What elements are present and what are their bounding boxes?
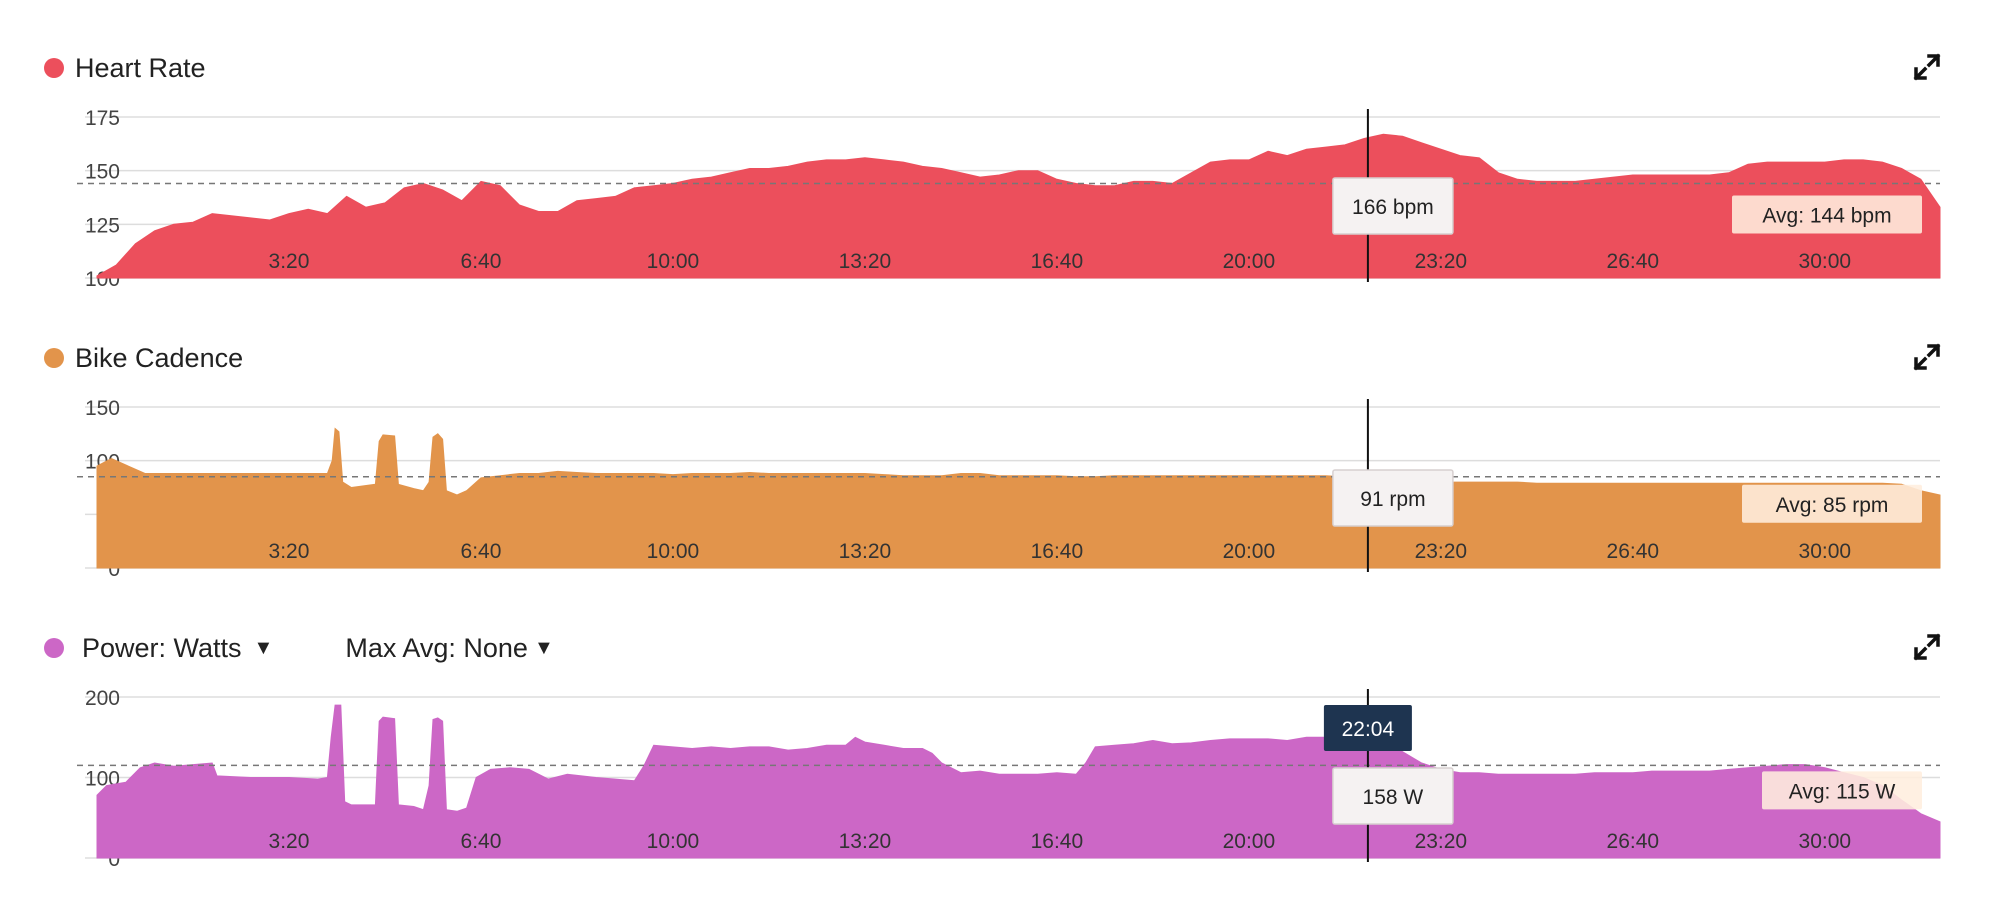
y-tick-label: 150 xyxy=(85,161,120,184)
cadence-chart[interactable]: 0501001503:206:4010:0013:2016:4020:0023:… xyxy=(0,290,2000,581)
x-tick-label: 20:00 xyxy=(1223,830,1276,853)
power-legend-dot xyxy=(44,638,64,658)
y-tick-label: 175 xyxy=(85,107,120,130)
x-tick-label: 23:20 xyxy=(1415,250,1468,273)
x-tick-label: 30:00 xyxy=(1799,250,1852,273)
x-tick-label: 16:40 xyxy=(1031,540,1084,563)
x-tick-label: 3:20 xyxy=(269,540,310,563)
x-tick-label: 13:20 xyxy=(839,250,892,273)
y-tick-label: 0 xyxy=(108,848,120,871)
x-tick-label: 26:40 xyxy=(1607,830,1660,853)
x-tick-label: 3:20 xyxy=(269,250,310,273)
x-tick-label: 16:40 xyxy=(1031,250,1084,273)
average-label: Avg: 85 rpm xyxy=(1776,494,1889,517)
series-area xyxy=(96,133,1941,279)
cursor-tooltip-value: 91 rpm xyxy=(1360,488,1425,511)
cursor-tooltip-value: 166 bpm xyxy=(1352,196,1434,219)
average-badge xyxy=(1742,484,1922,523)
expand-icon[interactable] xyxy=(1912,342,1942,372)
x-tick-label: 26:40 xyxy=(1607,250,1660,273)
series-area xyxy=(96,704,1941,859)
x-tick-label: 10:00 xyxy=(647,540,700,563)
x-tick-label: 30:00 xyxy=(1799,830,1852,853)
x-tick-label: 26:40 xyxy=(1607,540,1660,563)
average-badge xyxy=(1732,195,1922,234)
x-tick-label: 13:20 xyxy=(839,540,892,563)
expand-icon[interactable] xyxy=(1912,52,1942,82)
y-tick-label: 200 xyxy=(85,687,120,710)
expand-icon[interactable] xyxy=(1912,632,1942,662)
cadence-panel: Bike Cadence 0501001503:206:4010:0013:20… xyxy=(0,290,2000,581)
average-label: Avg: 144 bpm xyxy=(1762,205,1891,228)
x-tick-label: 23:20 xyxy=(1415,540,1468,563)
power-metric-label: Power: Watts xyxy=(82,632,242,663)
x-tick-label: 13:20 xyxy=(839,830,892,853)
x-tick-label: 20:00 xyxy=(1223,540,1276,563)
x-tick-label: 3:20 xyxy=(269,830,310,853)
max-avg-dropdown[interactable]: Max Avg: None ▼ xyxy=(345,633,553,664)
heart-rate-panel: Heart Rate 100 125 150 175 3:20 6:40 10:00 13:2… xyxy=(0,0,2000,291)
cursor-tooltip-value: 158 W xyxy=(1363,786,1424,809)
average-badge xyxy=(1762,771,1922,810)
average-label: Avg: 115 W xyxy=(1789,780,1896,803)
x-tick-label: 23:20 xyxy=(1415,830,1468,853)
cursor-time-label: 22:04 xyxy=(1342,718,1395,741)
x-tick-label: 20:00 xyxy=(1223,250,1276,273)
x-tick-label: 6:40 xyxy=(461,830,502,853)
y-tick-label: 0 xyxy=(108,558,120,581)
x-tick-label: 10:00 xyxy=(647,830,700,853)
cadence-header: Bike Cadence xyxy=(44,338,243,378)
y-tick-label: 125 xyxy=(85,214,120,237)
y-tick-label: 150 xyxy=(85,397,120,420)
power-header: Power: Watts ▼ Max Avg: None ▼ xyxy=(44,628,554,668)
power-metric-dropdown[interactable]: Power: Watts ▼ xyxy=(82,633,273,664)
cursor-tooltip-box xyxy=(1332,469,1454,527)
heart-rate-title: Heart Rate xyxy=(75,52,206,83)
x-tick-label: 6:40 xyxy=(461,250,502,273)
x-tick-label: 16:40 xyxy=(1031,830,1084,853)
max-avg-label: Max Avg: None xyxy=(345,632,528,663)
cursor-tooltip-box xyxy=(1332,177,1454,235)
series-area xyxy=(96,427,1941,569)
chevron-down-icon: ▼ xyxy=(253,636,274,659)
cursor-tooltip-box xyxy=(1332,767,1454,825)
power-panel: Power: Watts ▼ Max Avg: None ▼ 0 100 200 3:… xyxy=(0,580,2000,871)
chevron-down-icon: ▼ xyxy=(533,636,554,659)
heart-rate-header: Heart Rate xyxy=(44,48,206,88)
x-tick-label: 30:00 xyxy=(1799,540,1852,563)
heart-rate-legend-dot xyxy=(44,58,64,78)
cursor-time-badge xyxy=(1323,705,1412,751)
cadence-title: Bike Cadence xyxy=(75,342,244,373)
x-tick-label: 10:00 xyxy=(647,250,700,273)
cadence-legend-dot xyxy=(44,348,64,368)
x-tick-label: 6:40 xyxy=(461,540,502,563)
